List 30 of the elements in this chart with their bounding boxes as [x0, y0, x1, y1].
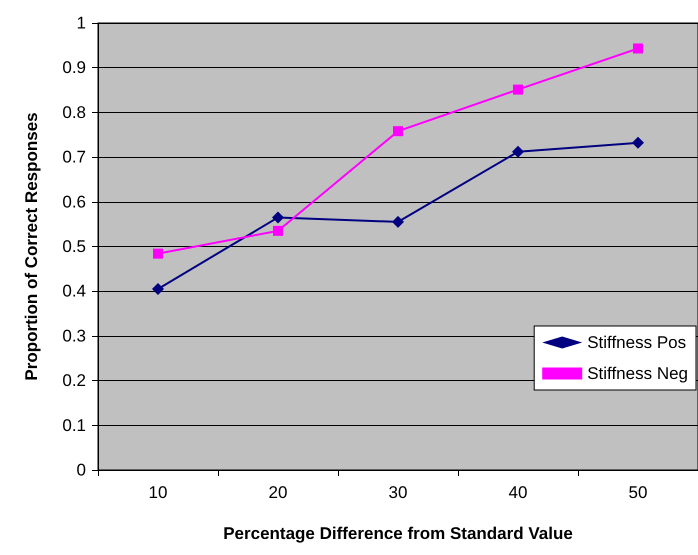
y-tick-label: 0 [76, 460, 86, 480]
point [512, 146, 524, 158]
y-tick-label: 0.2 [62, 371, 86, 390]
point [513, 84, 523, 95]
legend-label: Stiffness Pos [587, 333, 686, 352]
y-axis-title: Proportion of Correct Responses [22, 112, 41, 381]
x-tick-label: 40 [508, 483, 528, 502]
legend-label: Stiffness Neg [587, 364, 688, 383]
point [152, 282, 164, 295]
x-tick-label: 50 [628, 483, 648, 502]
y-tick-label: 0.6 [62, 192, 86, 212]
x-tick-label: 10 [148, 483, 168, 502]
y-tick-label: 0.4 [62, 282, 86, 301]
y-tick-label: 0.9 [62, 58, 86, 78]
y-tick-label: 0.1 [62, 416, 86, 435]
x-axis-title: Percentage Difference from Standard Value [223, 524, 573, 543]
point [153, 248, 163, 259]
point [272, 211, 284, 224]
y-tick-label: 0.3 [62, 326, 86, 346]
y-tick-label: 1 [76, 14, 86, 32]
y-tick-label: 0.7 [62, 148, 86, 167]
x-tick-label: 30 [388, 483, 408, 502]
y-tick-label: 0.5 [62, 237, 86, 256]
y-tick-label: 0.8 [62, 102, 86, 122]
point [633, 43, 643, 54]
x-tick-label: 20 [268, 483, 288, 502]
point [392, 216, 404, 228]
point [393, 126, 403, 136]
point [632, 136, 644, 149]
point [273, 226, 283, 236]
